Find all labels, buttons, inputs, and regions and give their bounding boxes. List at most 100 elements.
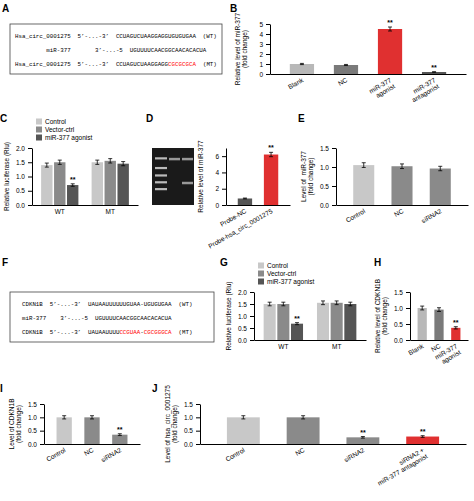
y-tick-label: 1 bbox=[259, 61, 263, 68]
panel: CDKN1B 5’-...-3’ UAUAAUUUUUUGUAA-UGUGUGA… bbox=[2, 257, 214, 342]
y-tick-mark bbox=[250, 304, 254, 305]
y-axis-title: Level of miR-377(fold change) bbox=[300, 151, 315, 202]
bar bbox=[67, 185, 78, 205]
panel-label: G bbox=[220, 257, 228, 268]
y-axis-title-line: Relative luciferase (Rlu) bbox=[3, 142, 11, 211]
figure-svg: Hsa_circ_0001275 5’-...-3’ CCUAGUCUAAGGA… bbox=[0, 0, 474, 501]
significance-label: ** bbox=[431, 64, 437, 71]
y-tick-label: 2.0 bbox=[238, 289, 247, 296]
bar bbox=[238, 198, 252, 205]
y-tick: 1.0 bbox=[394, 305, 410, 312]
y-tick-label: 2 bbox=[215, 185, 219, 192]
plot-area bbox=[353, 163, 451, 205]
x-tick: NC bbox=[83, 446, 95, 457]
error-bar bbox=[420, 306, 424, 310]
y-axis-title: Relative level of CDKN1B(fold change) bbox=[374, 279, 389, 353]
plot-area bbox=[290, 27, 446, 74]
y-tick-mark bbox=[196, 417, 200, 418]
x-axis-line bbox=[255, 340, 367, 341]
plot-area bbox=[238, 152, 278, 205]
y-tick: 1.5 bbox=[184, 401, 200, 408]
y-axis-title: Relative luciferase (Rlu) bbox=[225, 282, 233, 351]
y-tick-mark bbox=[406, 292, 410, 293]
error-bar bbox=[241, 416, 245, 419]
error-bar bbox=[344, 64, 348, 65]
panel: D bbox=[146, 113, 194, 205]
legend-swatch bbox=[258, 279, 264, 285]
x-tick-label: siRNA2 bbox=[420, 207, 443, 224]
error-bar bbox=[432, 71, 436, 73]
y-tick: 0.0 bbox=[394, 337, 410, 344]
x-axis-line bbox=[337, 205, 469, 206]
panel-label: B bbox=[230, 3, 237, 14]
x-tick-label-line: antagonist bbox=[411, 82, 441, 104]
x-tick-label: Control bbox=[224, 446, 246, 463]
y-tick-mark bbox=[406, 324, 410, 325]
error-bar bbox=[295, 323, 299, 325]
y-tick-label: 0.0 bbox=[320, 202, 329, 209]
y-axis-line bbox=[44, 405, 45, 445]
bar bbox=[378, 29, 402, 74]
x-tick: Blank bbox=[407, 342, 425, 357]
legend-swatch bbox=[36, 135, 42, 141]
y-tick-mark bbox=[266, 24, 270, 25]
y-axis-title-line: Level of CDKN1B bbox=[8, 399, 15, 450]
y-tick-label: 1.5 bbox=[238, 301, 247, 308]
x-tick-label-line: siRNA2 bbox=[343, 446, 366, 463]
y-axis-title-line: (fold change) bbox=[15, 405, 23, 443]
y-tick: 0 bbox=[259, 71, 270, 78]
sequence-text: (MT) bbox=[196, 61, 217, 68]
bar bbox=[334, 65, 358, 74]
y-tick: 1.0 bbox=[16, 173, 32, 180]
significance-label: ** bbox=[387, 19, 393, 26]
y-axis-line bbox=[226, 149, 227, 206]
x-tick-label-line: NC bbox=[337, 76, 349, 87]
bar bbox=[227, 417, 260, 444]
gel-band bbox=[182, 182, 193, 185]
error-bar bbox=[335, 301, 339, 305]
y-axis-line bbox=[254, 293, 255, 341]
y-tick-label: 0.0 bbox=[184, 441, 193, 448]
legend-entry: miR-377 agonist bbox=[45, 134, 93, 142]
panel: 0246Relative level of miR-377Probe-NCPro… bbox=[197, 140, 291, 250]
y-axis-title: Level of CDKN1B(fold change) bbox=[8, 399, 23, 450]
y-tick-label: 3 bbox=[259, 41, 263, 48]
x-tick: Probe-hsa_circ_0001275 bbox=[207, 207, 274, 250]
y-tick-mark bbox=[250, 316, 254, 317]
error-bar bbox=[90, 416, 94, 419]
x-tick: miR-377agonist bbox=[368, 76, 397, 102]
x-axis: WTMT bbox=[33, 206, 139, 215]
x-tick-label: siRNA2 bbox=[100, 446, 123, 463]
y-tick-label: 0.0 bbox=[28, 441, 37, 448]
y-tick: 1 bbox=[259, 61, 270, 68]
y-tick-mark bbox=[40, 404, 44, 405]
y-tick-label: 0.0 bbox=[394, 337, 403, 344]
x-tick-label-line: Control bbox=[45, 446, 67, 463]
y-tick: 0.5 bbox=[238, 325, 254, 332]
x-tick-label-line: siRNA2 bbox=[420, 207, 443, 224]
x-tick-label: NC bbox=[83, 446, 95, 457]
y-tick-mark bbox=[40, 444, 44, 445]
x-axis: BlankNCmiR-377agonist bbox=[407, 341, 468, 368]
x-axis: Probe-NCProbe-hsa_circ_0001275 bbox=[207, 206, 290, 251]
bar bbox=[434, 310, 443, 340]
legend: ControlVector-ctrlmiR-377 agonist bbox=[36, 118, 93, 142]
figure: Hsa_circ_0001275 5’-...-3’ CCUAGUCUAAGGA… bbox=[0, 0, 474, 501]
y-tick: 2 bbox=[215, 185, 226, 192]
x-tick-label: WT bbox=[278, 343, 288, 350]
bar bbox=[117, 164, 128, 205]
y-tick-label: 0.0 bbox=[238, 337, 247, 344]
y-tick-mark bbox=[222, 156, 226, 157]
x-tick: MT bbox=[106, 208, 115, 215]
x-tick-label: NC bbox=[337, 76, 349, 87]
legend: ControlVector-ctrlmiR-377 agonist bbox=[258, 262, 315, 286]
y-tick-label: 0.5 bbox=[238, 325, 247, 332]
x-tick-label: NC bbox=[294, 446, 306, 457]
significance-label: ** bbox=[268, 144, 274, 151]
sequence-text: CCGUAA bbox=[119, 329, 140, 336]
y-tick: 2.0 bbox=[16, 145, 32, 152]
x-tick: MT bbox=[332, 343, 341, 350]
gel-band bbox=[182, 158, 193, 161]
y-tick: 5 bbox=[259, 21, 270, 28]
x-axis-line bbox=[411, 340, 469, 341]
